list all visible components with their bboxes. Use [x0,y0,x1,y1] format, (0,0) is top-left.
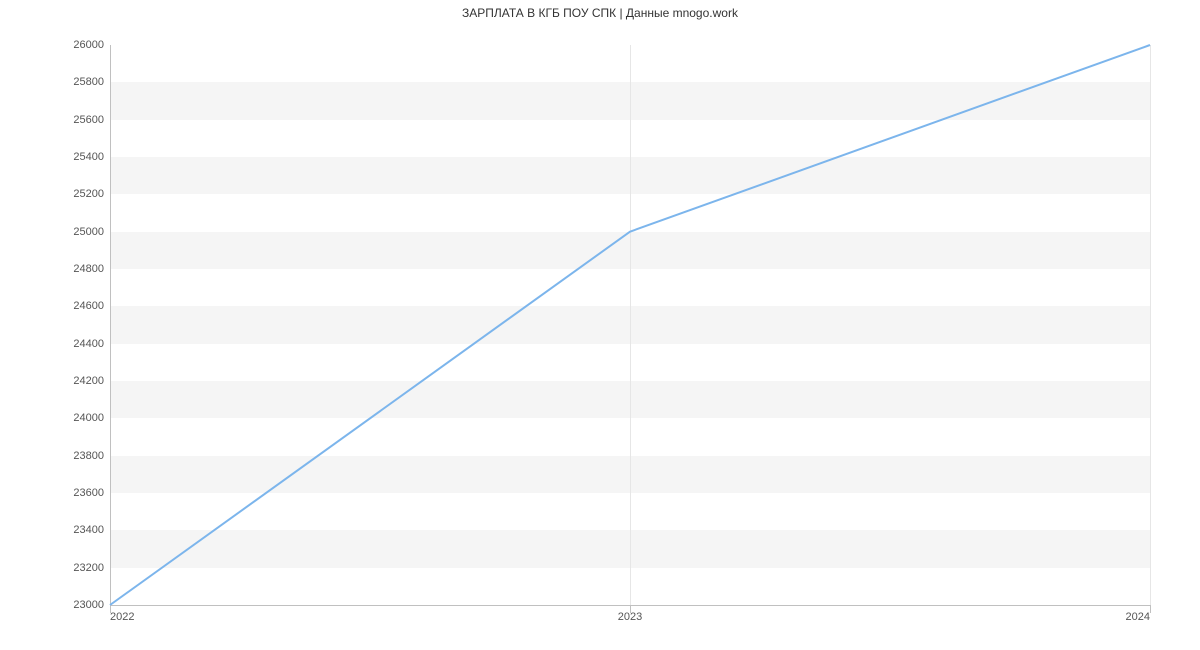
x-tick-label: 2023 [618,611,642,623]
x-tick-mark [1150,605,1151,613]
y-tick-label: 25800 [73,76,104,88]
chart-container: ЗАРПЛАТА В КГБ ПОУ СПК | Данные mnogo.wo… [0,0,1200,650]
line-series-layer [110,45,1150,605]
y-tick-label: 23000 [73,599,104,611]
x-axis-line [110,605,1150,606]
y-tick-label: 25400 [73,151,104,163]
y-tick-label: 25200 [73,188,104,200]
y-tick-label: 25000 [73,226,104,238]
y-tick-label: 23400 [73,524,104,536]
plot-area: 2300023200234002360023800240002420024400… [110,45,1150,605]
y-tick-label: 24200 [73,375,104,387]
y-tick-label: 23200 [73,562,104,574]
y-tick-label: 26000 [73,39,104,51]
y-tick-label: 24000 [73,412,104,424]
x-tick-label: 2022 [110,611,134,623]
y-tick-label: 24800 [73,263,104,275]
chart-title: ЗАРПЛАТА В КГБ ПОУ СПК | Данные mnogo.wo… [0,6,1200,20]
y-tick-label: 25600 [73,114,104,126]
x-tick-label: 2024 [1126,611,1150,623]
y-tick-label: 24600 [73,300,104,312]
vertical-gridline [1150,45,1151,605]
salary-line [110,45,1150,605]
y-tick-label: 23800 [73,450,104,462]
y-tick-label: 23600 [73,487,104,499]
y-tick-label: 24400 [73,338,104,350]
